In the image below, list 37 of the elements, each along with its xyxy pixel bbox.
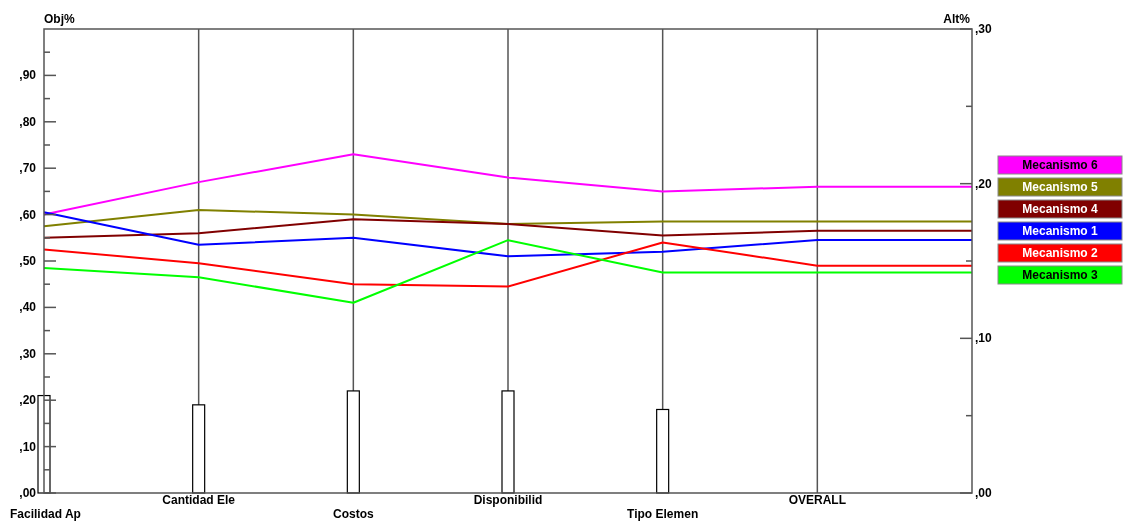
y-tick-label: ,60 bbox=[19, 207, 37, 222]
text: Mecanismo 2 bbox=[1022, 246, 1098, 260]
x-tick-label: Cantidad Ele bbox=[162, 493, 236, 507]
bar bbox=[501, 390, 515, 494]
line-series bbox=[43, 239, 973, 304]
x-tick-label: Costos bbox=[333, 507, 374, 521]
text: Mecanismo 3 bbox=[1022, 268, 1098, 282]
line-series bbox=[43, 241, 973, 288]
x-tick-label: Tipo Elemen bbox=[627, 507, 699, 521]
y-tick-label: ,80 bbox=[19, 114, 37, 129]
line-series bbox=[43, 211, 973, 258]
text: Mecanismo 4 bbox=[1022, 202, 1098, 216]
line-series bbox=[43, 208, 973, 228]
text: Mecanismo 5 bbox=[1022, 180, 1098, 194]
y2-axis-title: Alt% bbox=[943, 12, 971, 26]
y-tick-label: ,70 bbox=[19, 161, 37, 176]
y-tick-label: ,30 bbox=[19, 346, 37, 361]
y-tick-label: ,90 bbox=[19, 68, 37, 83]
text: Mecanismo 1 bbox=[1022, 224, 1098, 238]
y-tick-label: ,00 bbox=[19, 486, 37, 500]
y-tick-label: ,10 bbox=[19, 439, 37, 454]
bar bbox=[37, 394, 51, 494]
bar bbox=[192, 404, 206, 494]
y2-tick-label: ,10 bbox=[975, 331, 993, 346]
x-tick-label: OVERALL bbox=[788, 493, 847, 507]
bar bbox=[346, 390, 360, 494]
x-tick-label: Disponibilid bbox=[473, 493, 543, 507]
y2-tick-label: ,30 bbox=[975, 22, 993, 36]
bar bbox=[656, 408, 670, 494]
y-axis-title: Obj% bbox=[44, 12, 75, 26]
x-tick-label: Facilidad Ap bbox=[10, 507, 81, 521]
y2-tick-label: ,00 bbox=[975, 486, 993, 500]
y-tick-label: ,20 bbox=[19, 393, 37, 408]
y2-tick-label: ,20 bbox=[975, 176, 993, 191]
text: Mecanismo 6 bbox=[1022, 158, 1098, 172]
y-tick-label: ,40 bbox=[19, 300, 37, 315]
y-tick-label: ,50 bbox=[19, 254, 37, 268]
